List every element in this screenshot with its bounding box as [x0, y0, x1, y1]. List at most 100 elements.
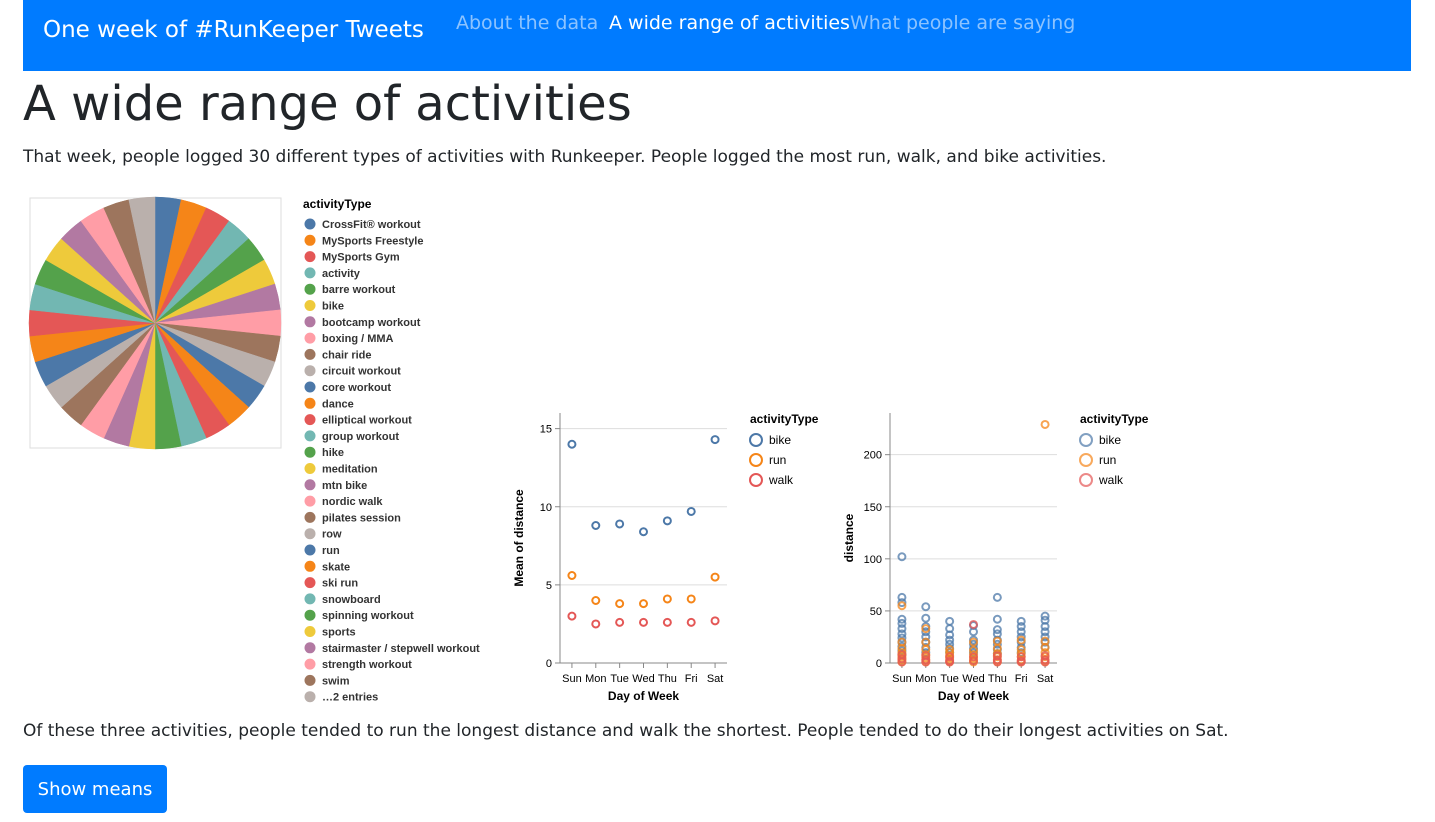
- dist-chart-point-bike: [897, 629, 907, 639]
- summary-paragraph: Of these three activities, people tended…: [23, 721, 1229, 741]
- mean-chart-y-tick-label: 0: [546, 658, 552, 670]
- mean-chart-point-bike: [567, 439, 577, 449]
- pie-legend-label: group workout: [322, 431, 399, 443]
- mean-chart-x-tick-label: Thu: [658, 673, 677, 685]
- mean-chart-point-bike: [591, 521, 601, 530]
- dist-chart-point-bike: [945, 630, 955, 640]
- pie-legend-symbol: [304, 446, 316, 458]
- dist-chart-legend-label: bike: [1099, 433, 1121, 447]
- mean-chart-point-walk: [591, 619, 601, 629]
- dist-chart-point-walk: [969, 652, 978, 662]
- pie-legend-symbol: [304, 528, 316, 540]
- dist-chart-point-walk: [897, 654, 907, 664]
- dist-chart-y-tick-label: 100: [864, 554, 882, 566]
- dist-chart-point-bike: [1016, 616, 1026, 626]
- pie-legend-label: strength workout: [322, 659, 412, 671]
- dist-chart-point-run: [1016, 635, 1026, 645]
- dist-chart-point-walk: [897, 657, 907, 667]
- dist-chart-point-bike: [945, 639, 955, 649]
- dist-chart-y-tick-label: 150: [864, 502, 882, 514]
- mean-chart-y-tick-label: 5: [546, 580, 552, 592]
- mean-chart-x-axis-title: Day of Week: [608, 689, 679, 703]
- navbar: One week of #RunKeeper Tweets About the …: [23, 0, 1411, 71]
- dist-chart-point-bike: [897, 598, 907, 608]
- dist-chart-legend-symbol: [1079, 473, 1093, 487]
- dist-chart-point-bike: [945, 635, 955, 645]
- dist-chart-x-tick-label: Fri: [1015, 673, 1028, 685]
- mean-chart-point-run: [591, 596, 601, 605]
- dist-chart-point-run: [1040, 642, 1050, 652]
- mean-chart-x-tick-label: Mon: [585, 673, 606, 685]
- pie-legend-symbol: [304, 642, 316, 654]
- pie-legend-symbol: [304, 560, 316, 572]
- pie-legend-symbol: [304, 626, 316, 637]
- mean-chart-point-run: [567, 571, 577, 580]
- dist-chart-x-tick-label: Mon: [915, 673, 936, 685]
- nav-link-wide-range-of-activities[interactable]: A wide range of activities: [609, 12, 850, 34]
- dist-chart-y-tick-label: 50: [870, 606, 882, 618]
- mean-chart-legend-symbol: [749, 433, 763, 447]
- dist-chart-legend-title: activityType: [1080, 412, 1149, 426]
- dist-chart-point-bike: [1040, 611, 1050, 621]
- pie-legend-symbol: [304, 658, 316, 670]
- pie-legend-symbol: [304, 479, 316, 491]
- dist-chart-point-bike: [921, 632, 931, 642]
- distance-scatter-chart: 0 50 100 150 200 Sun Mon Tue Wed Thu Fri Sat Day of …: [842, 412, 1149, 703]
- dist-chart-point-bike: [1016, 622, 1026, 632]
- dist-chart-point-bike: [897, 592, 907, 602]
- dist-chart-point-run: [1040, 419, 1050, 429]
- pie-legend-label: stairmaster / stepwell workout: [322, 643, 480, 655]
- pie-legend-label: ski run: [322, 578, 358, 590]
- dist-chart-point-bike: [1016, 632, 1026, 642]
- pie-legend-symbol: [304, 348, 316, 360]
- page-title: A wide range of activities: [23, 76, 632, 132]
- pie-legend-label: snowboard: [322, 594, 381, 606]
- dist-chart-y-tick-label: 200: [864, 450, 882, 462]
- dist-chart-point-walk: [921, 657, 931, 667]
- nav-link-about-the-data[interactable]: About the data: [456, 12, 599, 34]
- show-means-button[interactable]: Show means: [23, 765, 167, 813]
- pie-legend-label: barre workout: [322, 284, 396, 296]
- pie-legend-symbol: [304, 381, 316, 393]
- pie-legend-symbol: [304, 593, 316, 605]
- mean-chart-point-run: [710, 572, 720, 582]
- mean-chart-point-bike: [639, 527, 648, 537]
- pie-legend-label: bootcamp workout: [322, 317, 421, 329]
- pie-legend-label: nordic walk: [322, 496, 383, 508]
- pie-legend-label: CrossFit® workout: [322, 219, 421, 231]
- dist-chart-point-walk: [969, 619, 978, 629]
- dist-chart-x-tick-label: Tue: [940, 673, 959, 685]
- pie-legend-label: MySports Gym: [322, 252, 400, 264]
- mean-chart-y-tick-label: 10: [540, 502, 552, 514]
- mean-distance-scatter-chart: 0 5 10 15 Sun Mon Tue Wed Thu Fri Sat Day of Week Me…: [512, 412, 819, 703]
- dist-chart-x-tick-label: Wed: [962, 673, 984, 685]
- dist-chart-point-walk: [1016, 657, 1026, 667]
- dist-chart-point-bike: [992, 639, 1002, 649]
- mean-chart-y-axis-title: Mean of distance: [512, 489, 526, 587]
- pie-legend-symbol: [304, 234, 316, 246]
- mean-chart-legend-title: activityType: [750, 412, 819, 426]
- dist-chart-point-bike: [945, 616, 955, 626]
- dist-chart-point-bike: [1016, 627, 1026, 637]
- pie-legend-label: elliptical workout: [322, 415, 412, 427]
- dist-chart-point-bike: [1040, 627, 1050, 637]
- pie-legend-symbol: [304, 365, 316, 377]
- pie-legend-symbol: [304, 609, 316, 621]
- dist-chart-point-walk: [945, 657, 955, 667]
- pie-slice: [128, 196, 156, 324]
- pie-legend-label: meditation: [322, 464, 378, 476]
- dist-chart-y-axis-title: distance: [842, 513, 856, 562]
- pie-legend-label: bike: [322, 301, 344, 313]
- pie-legend-label: MySports Freestyle: [322, 235, 423, 247]
- pie-legend-symbol: [304, 463, 316, 474]
- mean-chart-x-tick-label: Sun: [562, 673, 582, 685]
- dist-chart-y-tick-label: 0: [876, 658, 882, 670]
- pie-legend-symbol: [304, 300, 316, 311]
- mean-chart-x-tick-label: Tue: [610, 673, 629, 685]
- dist-chart-point-bike: [897, 552, 907, 562]
- nav-link-what-people-are-saying[interactable]: What people are saying: [850, 12, 1076, 34]
- navbar-brand[interactable]: One week of #RunKeeper Tweets: [43, 17, 424, 43]
- dist-chart-point-walk: [992, 657, 1002, 667]
- mean-chart-point-bike: [686, 506, 696, 516]
- pie-legend-symbol: [304, 251, 316, 263]
